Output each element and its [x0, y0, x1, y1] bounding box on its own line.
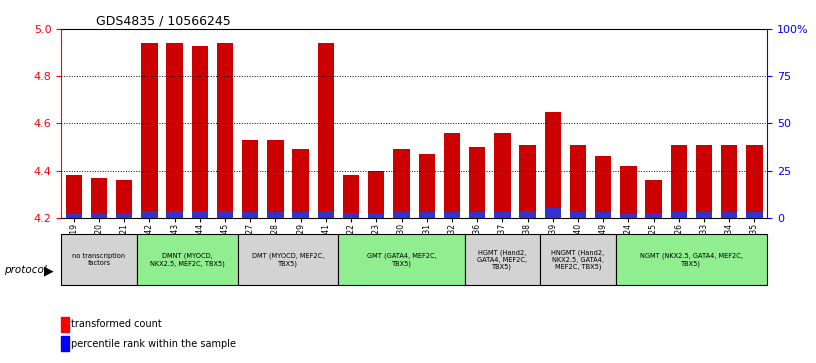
Bar — [61, 317, 69, 332]
Bar — [192, 45, 208, 218]
Bar — [419, 212, 435, 218]
Bar — [137, 234, 237, 285]
Bar — [192, 211, 208, 218]
Bar — [721, 212, 738, 218]
Bar — [217, 43, 233, 218]
Text: DMNT (MYOCD,
NKX2.5, MEF2C, TBX5): DMNT (MYOCD, NKX2.5, MEF2C, TBX5) — [150, 253, 224, 266]
Bar — [317, 43, 334, 218]
Bar — [544, 208, 561, 218]
Bar — [61, 234, 137, 285]
Bar — [570, 212, 586, 218]
Bar — [595, 156, 611, 218]
Bar — [747, 144, 763, 218]
Text: HGMT (Hand2,
GATA4, MEF2C,
TBX5): HGMT (Hand2, GATA4, MEF2C, TBX5) — [477, 249, 527, 270]
Bar — [61, 336, 69, 351]
Bar — [721, 144, 738, 218]
Bar — [696, 144, 712, 218]
Bar — [671, 144, 687, 218]
Bar — [595, 212, 611, 218]
Bar — [141, 43, 157, 218]
Bar — [645, 180, 662, 218]
Text: GMT (GATA4, MEF2C,
TBX5): GMT (GATA4, MEF2C, TBX5) — [366, 253, 437, 266]
Text: ▶: ▶ — [44, 264, 54, 277]
Bar — [292, 212, 309, 218]
Bar — [620, 213, 636, 218]
Text: transformed count: transformed count — [72, 319, 162, 329]
Bar — [494, 212, 511, 218]
Text: HNGMT (Hand2,
NKX2.5, GATA4,
MEF2C, TBX5): HNGMT (Hand2, NKX2.5, GATA4, MEF2C, TBX5… — [552, 249, 605, 270]
Bar — [292, 149, 309, 218]
Bar — [343, 213, 359, 218]
Bar — [91, 213, 107, 218]
Bar — [343, 175, 359, 218]
Text: DMT (MYOCD, MEF2C,
TBX5): DMT (MYOCD, MEF2C, TBX5) — [252, 253, 324, 266]
Bar — [237, 234, 339, 285]
Bar — [317, 211, 334, 218]
Bar — [464, 234, 540, 285]
Bar — [616, 234, 767, 285]
Bar — [519, 211, 536, 218]
Bar — [645, 213, 662, 218]
Bar — [242, 140, 259, 218]
Bar — [65, 175, 82, 218]
Bar — [620, 166, 636, 218]
Bar — [166, 43, 183, 218]
Bar — [544, 111, 561, 218]
Bar — [268, 212, 284, 218]
Text: percentile rank within the sample: percentile rank within the sample — [72, 339, 237, 349]
Bar — [242, 212, 259, 218]
Bar — [217, 211, 233, 218]
Text: NGMT (NKX2.5, GATA4, MEF2C,
TBX5): NGMT (NKX2.5, GATA4, MEF2C, TBX5) — [640, 253, 743, 266]
Bar — [166, 211, 183, 218]
Bar — [393, 212, 410, 218]
Bar — [444, 212, 460, 218]
Bar — [540, 234, 616, 285]
Text: protocol: protocol — [4, 265, 47, 276]
Bar — [469, 212, 486, 218]
Bar — [469, 147, 486, 218]
Bar — [268, 140, 284, 218]
Bar — [696, 212, 712, 218]
Text: no transcription
factors: no transcription factors — [73, 253, 126, 266]
Bar — [519, 144, 536, 218]
Bar — [91, 178, 107, 218]
Bar — [747, 212, 763, 218]
Bar — [65, 213, 82, 218]
Bar — [671, 212, 687, 218]
Bar — [368, 213, 384, 218]
Bar — [339, 234, 464, 285]
Bar — [419, 154, 435, 218]
Bar — [368, 171, 384, 218]
Text: GDS4835 / 10566245: GDS4835 / 10566245 — [96, 15, 231, 28]
Bar — [116, 180, 132, 218]
Bar — [570, 144, 586, 218]
Bar — [494, 133, 511, 218]
Bar — [116, 213, 132, 218]
Bar — [141, 211, 157, 218]
Bar — [444, 133, 460, 218]
Bar — [393, 149, 410, 218]
